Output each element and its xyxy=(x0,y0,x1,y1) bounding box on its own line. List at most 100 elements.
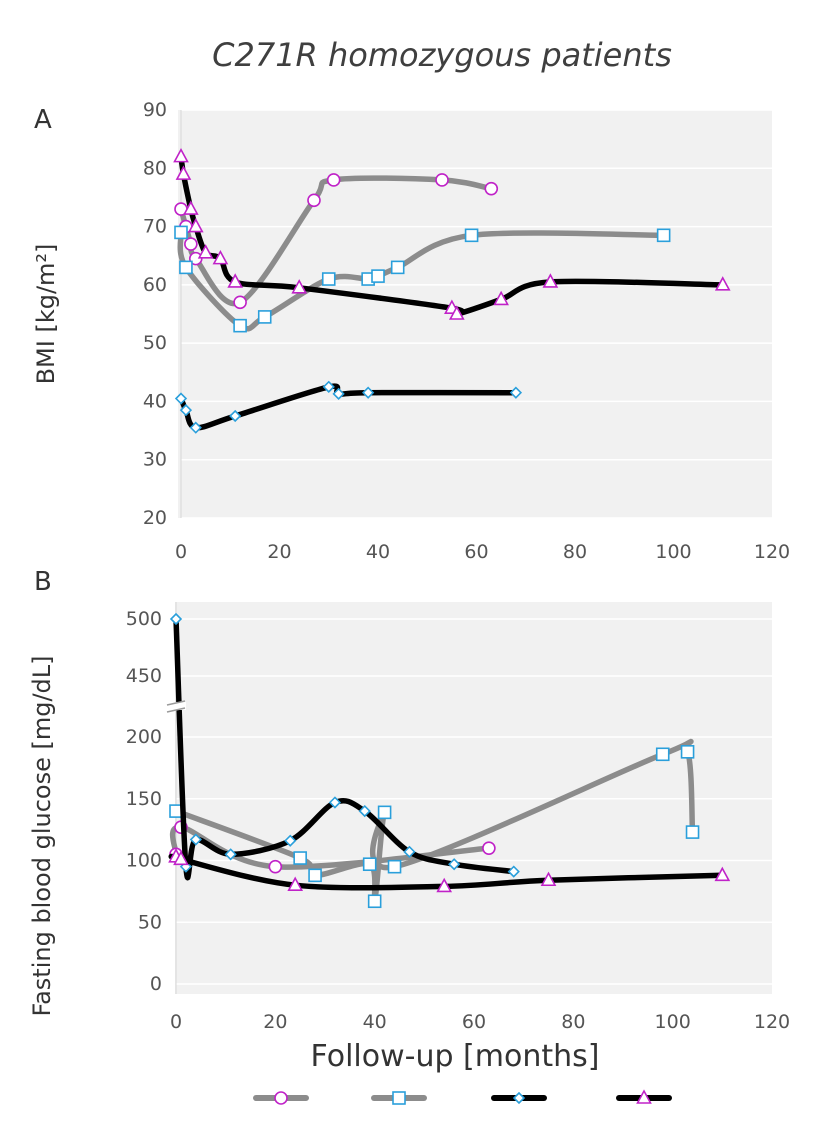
data-point-patient3 xyxy=(358,804,371,818)
data-point-patient3 xyxy=(362,386,375,399)
data-point-patient3 xyxy=(169,612,183,626)
data-point-patient4 xyxy=(173,850,189,866)
series-patient3 xyxy=(174,380,523,434)
data-point-patient2 xyxy=(367,894,382,909)
figure-title: C271R homozygous patients xyxy=(212,36,672,74)
legend-item-patient1 xyxy=(253,1091,309,1105)
data-point-patient2 xyxy=(655,747,670,762)
y-tick-label: 60 xyxy=(143,274,167,296)
data-point-patient2 xyxy=(390,260,405,275)
series-patient3 xyxy=(169,612,520,881)
panel-a-series xyxy=(173,147,731,434)
axis-break-gap xyxy=(166,702,186,710)
panel-a-y-axis-label: BMI [kg/m²] xyxy=(32,244,60,385)
y-tick-label: 0 xyxy=(150,973,162,995)
data-point-patient4 xyxy=(227,273,244,288)
panel-a-x-ticks: 0 20 40 60 80 100 120 xyxy=(175,541,790,563)
data-point-patient2 xyxy=(377,805,392,820)
data-point-patient3 xyxy=(189,421,202,434)
data-point-patient4 xyxy=(212,249,229,265)
data-point-patient3 xyxy=(448,858,461,871)
x-tick-label: 100 xyxy=(655,541,691,563)
y-tick-label: 500 xyxy=(126,608,162,630)
y-tick-label: 150 xyxy=(126,788,162,810)
data-point-patient2 xyxy=(371,269,385,283)
data-point-patient3 xyxy=(224,848,237,861)
x-tick-label: 20 xyxy=(263,1011,287,1033)
data-point-patient3 xyxy=(328,796,342,809)
data-point-patient2 xyxy=(680,745,695,759)
series-patient4 xyxy=(173,147,731,320)
data-point-patient1 xyxy=(268,859,283,874)
data-point-patient4 xyxy=(714,276,731,291)
data-point-patient3 xyxy=(189,833,202,846)
data-point-patient3 xyxy=(229,409,242,423)
legend xyxy=(253,1089,672,1105)
data-point-patient2 xyxy=(321,272,336,286)
data-point-patient2 xyxy=(174,225,188,240)
data-point-patient1 xyxy=(307,193,321,208)
x-tick-label: 100 xyxy=(655,1011,691,1033)
data-point-patient1 xyxy=(484,181,499,196)
data-point-patient1 xyxy=(184,237,198,251)
data-point-patient4 xyxy=(291,279,308,294)
data-point-patient3 xyxy=(403,845,416,858)
x-tick-label: 80 xyxy=(561,1011,585,1033)
panel-a-label: A xyxy=(34,105,52,135)
data-point-patient3 xyxy=(179,404,193,417)
panel-a-plot-area xyxy=(178,110,772,518)
data-point-patient4 xyxy=(175,165,192,180)
panel-b-axis-break xyxy=(166,700,186,713)
data-point-patient2 xyxy=(656,228,671,243)
data-point-patient3 xyxy=(174,392,188,405)
data-point-patient4 xyxy=(197,244,214,259)
data-point-patient4 xyxy=(448,305,465,320)
series-line-patient1 xyxy=(178,175,495,307)
data-point-patient4 xyxy=(287,876,304,892)
data-point-patient2 xyxy=(233,318,247,333)
x-tick-label: 120 xyxy=(754,1011,790,1033)
panel-a-y-ticks: 20 30 40 50 60 70 80 90 xyxy=(143,99,167,529)
x-tick-label: 120 xyxy=(754,541,790,563)
panel-b-series xyxy=(168,612,731,909)
data-point-patient4 xyxy=(436,877,453,893)
series-patient1 xyxy=(174,173,499,310)
x-tick-label: 40 xyxy=(366,541,390,563)
x-axis-label: Follow-up [months] xyxy=(311,1039,600,1074)
data-point-patient3 xyxy=(322,380,335,393)
data-point-patient4 xyxy=(173,147,189,163)
y-tick-label: 80 xyxy=(143,157,167,179)
data-point-patient3 xyxy=(332,387,345,400)
y-tick-label: 40 xyxy=(143,390,167,412)
y-tick-label: 450 xyxy=(126,665,162,687)
panel-b-chart: B 0 50 100 150 200 450 500 0 20 40 60 80 100 120 Fas… xyxy=(28,567,790,1033)
panel-a-chart: A 20 30 40 50 60 70 80 90 0 20 40 60 80 100 120 BMI [… xyxy=(32,99,790,563)
legend-marker-patient3 xyxy=(512,1091,526,1105)
series-patient2 xyxy=(174,225,671,333)
data-point-patient4 xyxy=(183,200,199,215)
y-tick-label: 90 xyxy=(143,99,167,121)
panel-b-x-ticks: 0 20 40 60 80 100 120 xyxy=(170,1011,790,1033)
data-point-patient4 xyxy=(714,866,731,882)
x-tick-label: 80 xyxy=(563,541,587,563)
x-tick-label: 20 xyxy=(267,541,291,563)
data-point-patient2 xyxy=(685,825,700,839)
legend-item-patient3 xyxy=(491,1091,547,1105)
legend-item-patient4 xyxy=(616,1089,672,1104)
series-patient2 xyxy=(169,738,700,909)
legend-item-patient2 xyxy=(371,1091,427,1105)
x-tick-label: 60 xyxy=(462,1011,486,1033)
data-point-patient4 xyxy=(493,290,509,306)
axis-break-mark xyxy=(166,700,186,706)
panel-b-label: B xyxy=(34,567,52,597)
x-tick-label: 0 xyxy=(175,541,187,563)
legend-marker-patient1 xyxy=(274,1091,288,1105)
legend-marker-patient4 xyxy=(636,1089,652,1104)
data-point-patient2 xyxy=(179,260,193,275)
x-tick-label: 0 xyxy=(170,1011,182,1033)
data-point-patient3 xyxy=(509,386,523,399)
data-point-patient1 xyxy=(482,841,496,855)
panel-b-gridlines xyxy=(175,602,772,994)
data-point-patient1 xyxy=(188,251,203,266)
